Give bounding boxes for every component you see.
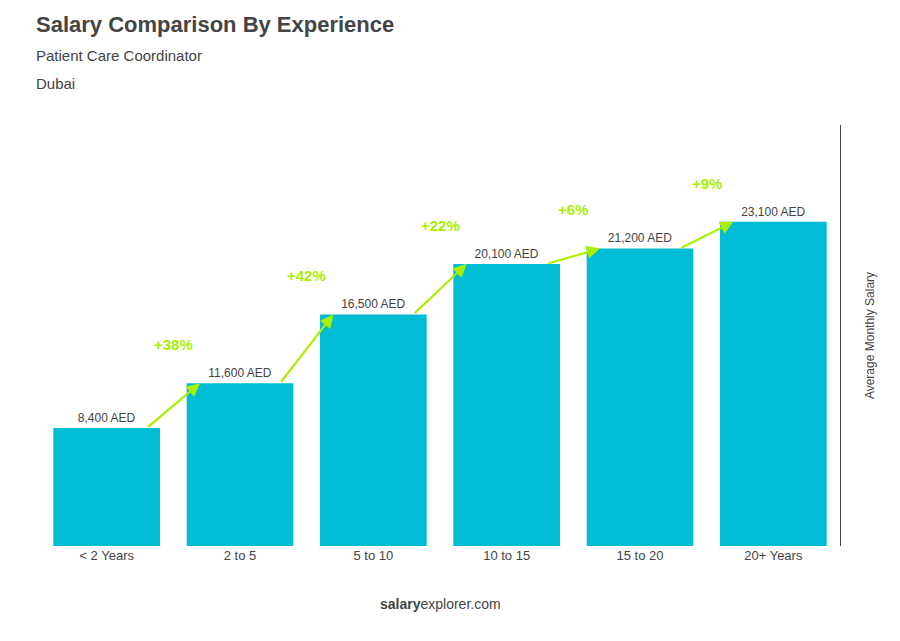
svg-text:8,400 AED: 8,400 AED bbox=[78, 411, 136, 425]
svg-text:11,600 AED: 11,600 AED bbox=[208, 366, 271, 380]
svg-text:2 to 5: 2 to 5 bbox=[224, 548, 257, 563]
svg-text:20+ Years: 20+ Years bbox=[744, 548, 803, 563]
svg-text:salaryexplorer.com: salaryexplorer.com bbox=[380, 596, 501, 612]
svg-text:Average Monthly Salary: Average Monthly Salary bbox=[863, 272, 877, 399]
svg-text:+22%: +22% bbox=[421, 217, 460, 234]
svg-text:15 to 20: 15 to 20 bbox=[617, 548, 664, 563]
svg-text:5 to 10: 5 to 10 bbox=[353, 548, 393, 563]
svg-text:+38%: +38% bbox=[154, 336, 193, 353]
svg-text:21,200 AED: 21,200 AED bbox=[608, 231, 672, 245]
svg-text:< 2 Years: < 2 Years bbox=[79, 548, 134, 563]
svg-text:+9%: +9% bbox=[692, 175, 722, 192]
svg-text:20,100 AED: 20,100 AED bbox=[474, 247, 538, 261]
svg-text:16,500 AED: 16,500 AED bbox=[341, 297, 405, 311]
svg-text:+6%: +6% bbox=[558, 201, 588, 218]
svg-text:+42%: +42% bbox=[287, 267, 326, 284]
svg-text:10 to 15: 10 to 15 bbox=[483, 548, 530, 563]
svg-text:23,100 AED: 23,100 AED bbox=[741, 205, 805, 219]
svg-text:Salary Comparison By Experienc: Salary Comparison By ExperiencePatient C… bbox=[36, 12, 394, 92]
